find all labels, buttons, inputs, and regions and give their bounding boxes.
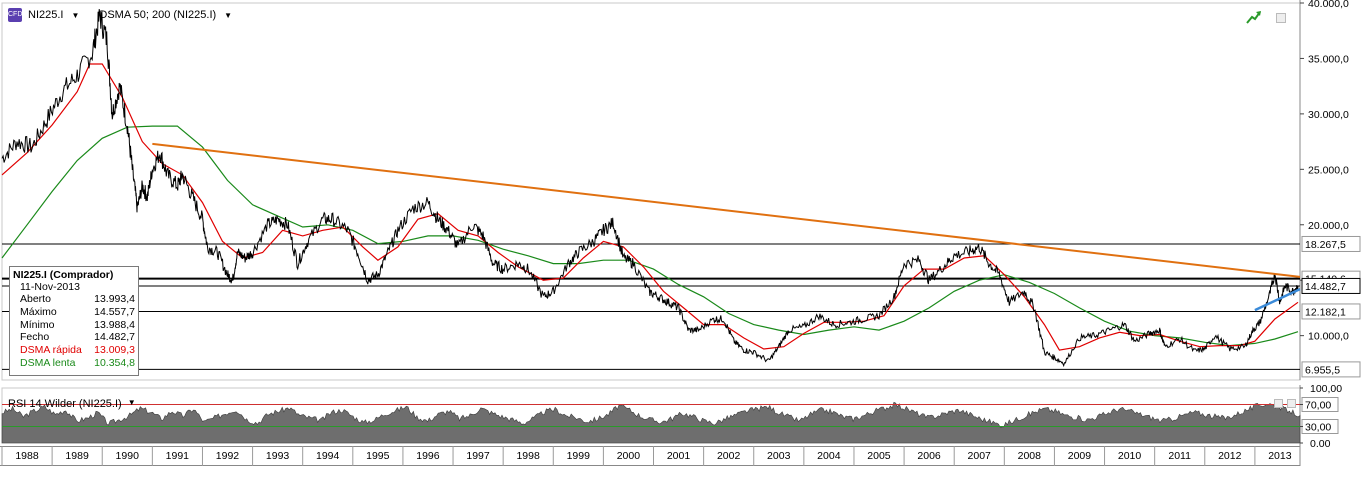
resistance-trendline [152,142,1301,278]
x-tick-label: 2013 [1268,450,1292,462]
chevron-down-icon[interactable]: ▼ [224,10,233,20]
y-tick-label: 20.000,0 [1308,220,1349,232]
data-row-low: Mínimo 13.988,4 [20,318,135,331]
rsi-header: RSI 14 Wilder (NI225.I) ▼ [8,398,136,410]
chevron-down-icon[interactable]: ▼ [71,10,80,20]
x-tick-label: 2006 [917,450,941,462]
x-tick-label: 2007 [968,450,992,462]
data-row-high: Máximo 14.557,7 [20,305,135,318]
data-window-title: NI225.I (Comprador) [13,269,114,281]
window-icon[interactable] [1276,13,1286,23]
fast-ma-line [1,63,1299,351]
x-tick-label: 2004 [817,450,841,462]
x-tick-label: 1998 [516,450,540,462]
trend-arrow-icon[interactable] [1246,10,1262,24]
data-row-fast-ma: DSMA rápida 13.009,3 [20,344,135,357]
x-tick-label: 1999 [567,450,591,462]
window-icon[interactable] [1274,399,1283,408]
y-tick-label: 10.000,0 [1308,331,1349,343]
data-window-date: 11-Nov-2013 [20,281,80,293]
level-badge [1301,361,1361,378]
x-tick-label: 2008 [1018,450,1042,462]
close-icon[interactable] [1287,399,1296,408]
rsi-toolbar [1274,399,1296,408]
y-tick-label: 25.000,0 [1308,164,1349,176]
time-axis: 1988 1989 1990 1991 1992 1993 1994 1995 1996 1997… [0,446,1301,466]
x-tick-label: 2009 [1068,450,1092,462]
level-label: 12.182,1 [1305,306,1346,318]
data-row-open: Aberto 13.993,4 [20,293,135,305]
level-label: 14.482,7 [1305,281,1346,293]
data-row-slow-ma: DSMA lenta 10.354,8 [20,356,135,369]
symbol-label[interactable]: NI225.I [28,9,64,21]
y-tick-label: 40.000,0 [1308,0,1349,10]
x-tick-label: 2001 [667,450,691,462]
rsi-tick-label: 30,00 [1305,422,1331,434]
x-tick-label: 1991 [166,450,190,462]
level-label: 18.267,5 [1305,239,1346,251]
cfd-symbol-icon: CFD [8,8,22,22]
y-tick-label: 30.000,0 [1308,109,1349,121]
slow-ma-line [1,125,1299,347]
support-trendline [1254,287,1301,312]
indicator-label[interactable]: DSMA 50; 200 (NI225.I) [99,9,217,21]
x-tick-label: 1988 [15,450,39,462]
rsi-panel[interactable]: 100,00 70,00 30,00 0,00 [0,385,1362,447]
chart-toolbar [1246,10,1286,24]
x-tick-label: 1989 [65,450,89,462]
x-tick-label: 2002 [717,450,741,462]
x-tick-label: 1994 [316,450,340,462]
rsi-tick-label: 0,00 [1310,438,1331,447]
price-line [1,9,1299,368]
y-tick-label: 35.000,0 [1308,53,1349,65]
rsi-label[interactable]: RSI 14 Wilder (NI225.I) [8,398,122,410]
x-tick-label: 2000 [617,450,641,462]
level-badge [1301,303,1361,320]
rsi-area [1,401,1301,444]
x-tick-label: 2011 [1168,450,1191,462]
level-label: 6.955,5 [1305,364,1340,376]
level-badge [1301,277,1361,294]
rsi-tick-label: 70,00 [1305,400,1331,412]
plot-frame [1,2,1301,381]
chevron-down-icon[interactable]: ▼ [127,398,136,407]
x-tick-label: 1990 [116,450,140,462]
data-window: NI225.I (Comprador) 11-Nov-2013 Aberto 13… [9,266,139,376]
level-badge [1301,235,1361,252]
x-tick-label: 1995 [366,450,390,462]
price-chart[interactable]: 10.000,015.000,020.000,025.000,030.000,0… [0,0,1362,384]
x-tick-label: 1993 [266,450,290,462]
x-tick-label: 2005 [867,450,891,462]
x-tick-label: 2010 [1118,450,1142,462]
x-tick-label: 2003 [767,450,791,462]
chart-header: CFD NI225.I ▼ DSMA 50; 200 (NI225.I) ▼ [8,8,232,22]
x-tick-label: 1992 [216,450,240,462]
data-row-close: Fecho 14.482,7 [20,331,135,344]
x-tick-label: 2012 [1218,450,1242,462]
x-tick-label: 1996 [416,450,440,462]
rsi-tick-label: 100,00 [1310,385,1342,395]
x-tick-label: 1997 [466,450,490,462]
